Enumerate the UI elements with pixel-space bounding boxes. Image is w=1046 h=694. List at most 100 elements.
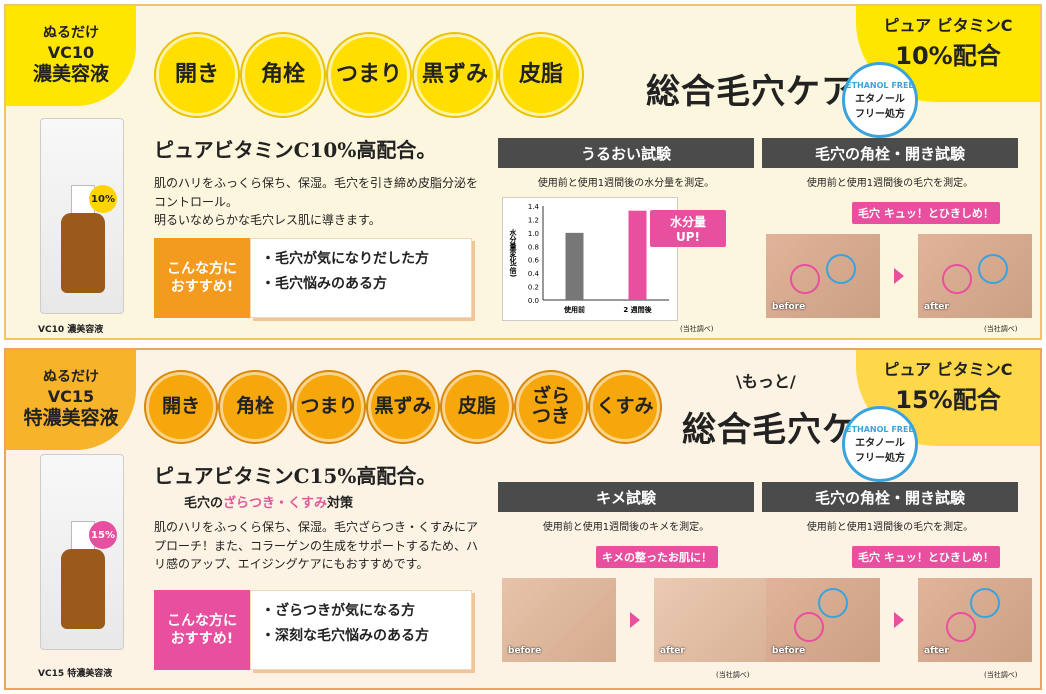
moisture-test: うるおい試験 使用前と使用1週間後の水分量を測定。 0.0 0.2 0.4 0.6 0.… <box>498 138 754 333</box>
after-label: after <box>924 646 949 656</box>
sub-heading-pre: 毛穴の <box>184 496 224 511</box>
test-title: うるおい試験 <box>498 138 754 168</box>
bar <box>628 210 647 300</box>
badge-hiraki: 開き <box>156 34 238 116</box>
main-title: 総合毛穴ケア <box>646 72 856 112</box>
vitc-line-1: ピュア ビタミンC <box>883 360 1013 379</box>
bar <box>565 232 584 300</box>
ethanol-band: ETHANOL FREE <box>846 424 914 434</box>
arrow-icon <box>894 612 904 628</box>
y-tick-label: 0.8 <box>528 243 539 251</box>
badge-kusumi: くすみ <box>590 372 660 442</box>
sub-heading-post: 対策 <box>327 496 354 511</box>
after-label: after <box>660 646 685 656</box>
test-note: (当社調べ) <box>984 671 1018 679</box>
before-photo: before <box>502 578 616 662</box>
body-text: 肌のハリをふっくら保ち、保湿。毛穴を引き締め皮脂分泌をコントロール。 明るいなめ… <box>154 176 479 228</box>
test-title: 毛穴の角栓・開き試験 <box>762 138 1018 168</box>
test-note: (当社調べ) <box>716 671 750 679</box>
pore-circle <box>970 588 1000 618</box>
product-accent: 15% <box>89 521 117 549</box>
ethanol-free-seal: ETHANOL FREE エタノール フリー処方 <box>842 406 918 482</box>
recommend-item: ・毛穴悩みのある方 <box>261 276 387 293</box>
before-after-photos: before after <box>766 234 1032 318</box>
concern-badges: 開き 角栓 つまり 黒ずみ 皮脂 <box>156 34 582 116</box>
before-after-photos: before after <box>766 578 1032 662</box>
motto: \もっと/ <box>736 372 796 391</box>
after-photo: after <box>918 578 1032 662</box>
corner-line-1: ぬるだけ <box>43 369 99 386</box>
test-title: 毛穴の角栓・開き試験 <box>762 482 1018 512</box>
pore-circle <box>818 588 848 618</box>
pore-circle <box>978 254 1008 284</box>
sub-heading: 毛穴のざらつき・くすみ対策 <box>184 492 353 511</box>
pore-test: 毛穴の角栓・開き試験 使用前と使用1週間後の毛穴を測定。 毛穴 キュッ！とひきし… <box>762 138 1032 333</box>
product-panel-vc10: ぬるだけ VC10 濃美容液 開き 角栓 つまり 黒ずみ 皮脂 総合毛穴ケア ピ… <box>4 4 1042 340</box>
test-note: (当社調べ) <box>680 325 714 333</box>
recommend-box: こんな方に おすすめ! ・毛穴が気になりだした方 ・毛穴悩みのある方 <box>154 238 472 318</box>
test-subtitle: 使用前と使用1週間後のキメを測定。 <box>542 522 710 533</box>
vitc-line-1: ピュア ビタミンC <box>883 16 1013 35</box>
concern-badges: 開き 角栓 つまり 黒ずみ 皮脂 ざら つき くすみ <box>146 372 660 442</box>
before-photo: before <box>766 578 880 662</box>
bottle <box>61 549 105 629</box>
test-subtitle: 使用前と使用1週間後の水分量を測定。 <box>537 178 715 189</box>
badge-zaratsuki: ざら つき <box>516 372 586 442</box>
recommend-list: ・ざらつきが気になる方 ・深刻な毛穴悩みのある方 <box>250 590 472 670</box>
chart-svg: 0.0 0.2 0.4 0.6 0.8 1.0 1.2 1.4 水分量変化(倍) 使用前 2 週間後 <box>509 203 669 314</box>
before-label: before <box>772 646 806 656</box>
bottle <box>61 213 105 293</box>
badge-hishi: 皮脂 <box>500 34 582 116</box>
pore-circle <box>942 264 972 294</box>
texture-test: キメ試験 使用前と使用1週間後のキメを測定。 キメの整ったお肌に！ before… <box>498 482 768 679</box>
test-note: (当社調べ) <box>984 325 1018 333</box>
y-tick-label: 1.0 <box>528 230 539 238</box>
body-text: 肌のハリをふっくら保ち、保湿。毛穴ざらつき・くすみにアプローチ！また、コラーゲン… <box>154 520 479 572</box>
y-tick-label: 1.4 <box>528 203 540 211</box>
product-caption: VC15 特濃美容液 <box>38 669 113 679</box>
ethanol-line-2: フリー処方 <box>855 452 905 464</box>
texture-callout: キメの整ったお肌に！ <box>596 546 718 568</box>
badge-kurozumi: 黒ずみ <box>368 372 438 442</box>
pore-circle <box>794 612 824 642</box>
corner-tag: ぬるだけ VC15 特濃美容液 <box>6 350 136 450</box>
product-caption: VC10 濃美容液 <box>38 325 104 335</box>
product-panel-vc15: ぬるだけ VC15 特濃美容液 開き 角栓 つまり 黒ずみ 皮脂 ざら つき く… <box>4 348 1042 690</box>
pore-test: 毛穴の角栓・開き試験 使用前と使用1週間後の毛穴を測定。 毛穴 キュッ！とひきし… <box>762 482 1032 679</box>
badge-kakusen: 角栓 <box>242 34 324 116</box>
y-tick-label: 0.6 <box>528 257 540 265</box>
recommend-tag: こんな方に おすすめ! <box>154 590 250 670</box>
heading: ピュアビタミンC15%高配合。 <box>154 464 437 488</box>
ethanol-line-1: エタノール <box>855 93 905 105</box>
x-tick-label: 使用前 <box>563 305 585 314</box>
pore-circle <box>790 264 820 294</box>
after-photo: after <box>918 234 1032 318</box>
y-tick-label: 1.2 <box>528 216 539 224</box>
badge-hishi: 皮脂 <box>442 372 512 442</box>
recommend-item: ・ざらつきが気になる方 <box>261 603 415 619</box>
y-tick-label: 0.0 <box>528 297 539 305</box>
corner-line-3: 特濃美容液 <box>23 406 119 429</box>
pore-circle <box>826 254 856 284</box>
corner-tag: ぬるだけ VC10 濃美容液 <box>6 6 136 106</box>
product-image: 15% <box>40 454 124 650</box>
product-image: 10% <box>40 118 124 314</box>
badge-hiraki: 開き <box>146 372 216 442</box>
ethanol-free-seal: ETHANOL FREE エタノール フリー処方 <box>842 62 918 138</box>
recommend-tag: こんな方に おすすめ! <box>154 238 250 318</box>
pore-circle <box>946 612 976 642</box>
test-title: キメ試験 <box>498 482 754 512</box>
pore-callout: 毛穴 キュッ！とひきしめ！ <box>852 546 1000 568</box>
before-photo: before <box>766 234 880 318</box>
y-tick-label: 0.2 <box>528 284 539 292</box>
ethanol-band: ETHANOL FREE <box>846 80 914 90</box>
recommend-box: こんな方に おすすめ! ・ざらつきが気になる方 ・深刻な毛穴悩みのある方 <box>154 590 472 670</box>
arrow-icon <box>630 612 640 628</box>
corner-line-3: 濃美容液 <box>32 62 109 85</box>
heading: ピュアビタミンC10%高配合。 <box>154 138 437 162</box>
corner-line-2: VC15 <box>47 386 95 406</box>
before-label: before <box>772 302 806 312</box>
badge-kakusen: 角栓 <box>220 372 290 442</box>
arrow-icon <box>894 268 904 284</box>
badge-kurozumi: 黒ずみ <box>414 34 496 116</box>
